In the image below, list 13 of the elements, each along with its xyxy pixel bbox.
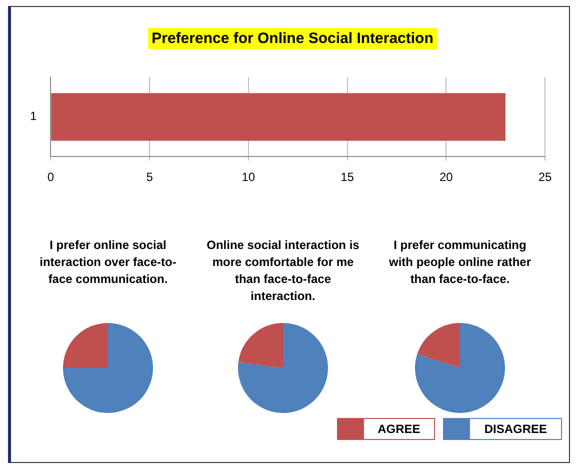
- x-tick-label: 20: [439, 170, 454, 184]
- chart-title: I prefer communicating with people online rather than face-to-face.: [388, 237, 532, 288]
- x-tick-label: 15: [340, 170, 354, 184]
- legend-label: AGREE: [376, 422, 422, 436]
- x-tick-label: 0: [47, 170, 54, 184]
- legend-label: DISAGREE: [483, 422, 548, 436]
- chart-title: Online social interaction is more comfortable for me than face-to-face interaction.: [206, 237, 360, 305]
- chart-title: I prefer online social interaction over face-to-face communication.: [38, 237, 178, 288]
- y-tick-label: 1: [30, 109, 37, 124]
- x-tick-label: 5: [146, 170, 154, 184]
- chart-title: Preference for Online Social Interaction: [148, 28, 438, 49]
- x-tick-label: 10: [242, 170, 256, 184]
- x-tick-label: 25: [538, 170, 552, 184]
